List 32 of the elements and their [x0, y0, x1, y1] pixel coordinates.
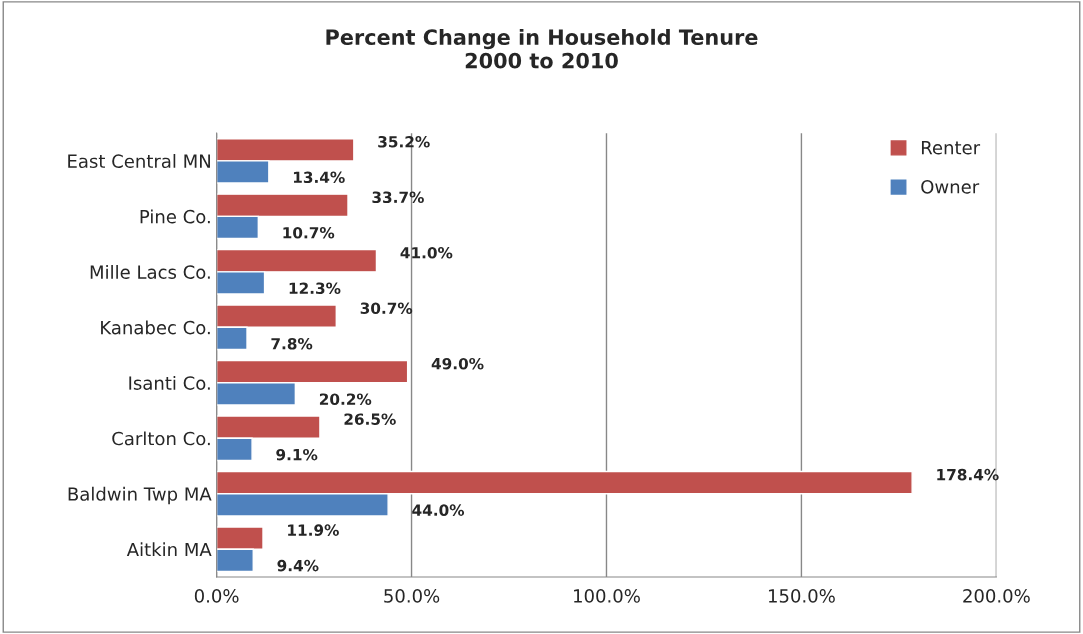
x-tick-label: 50.0% — [384, 589, 440, 603]
data-label: 35.2% — [378, 136, 430, 148]
data-label: 10.7% — [283, 226, 335, 239]
y-tick-label: Mille Lacs Co. — [90, 264, 210, 279]
data-label: 30.7% — [360, 302, 413, 314]
data-label: 13.4% — [293, 171, 345, 184]
x-tick-label: 150.0% — [768, 589, 835, 603]
x-tick-label: 100.0% — [574, 589, 640, 603]
y-tick-label: Isanti Co. — [129, 375, 210, 390]
x-tick-label: 0.0% — [194, 589, 239, 603]
data-label: 49.0% — [431, 357, 484, 370]
data-label: 41.0% — [400, 246, 453, 259]
data-label: 9.1% — [276, 448, 318, 461]
data-label: 7.8% — [271, 337, 313, 350]
y-tick-label: Aitkin MA — [126, 542, 212, 557]
data-label: 44.0% — [412, 504, 465, 516]
data-label: 11.9% — [288, 524, 339, 536]
data-label: 26.5% — [344, 413, 396, 425]
data-label: 178.4% — [937, 468, 999, 481]
y-tick-label: Baldwin Twp MA — [68, 486, 212, 505]
data-label: 9.4% — [277, 559, 319, 572]
legend-label: Owner — [921, 179, 980, 194]
y-tick-label: Carlton Co. — [112, 431, 210, 446]
data-label: 20.2% — [319, 393, 372, 405]
x-tick-label: 200.0% — [963, 589, 1030, 603]
data-label: 33.7% — [372, 191, 424, 204]
y-tick-label: Kanabec Co. — [101, 320, 210, 335]
legend-label: Renter — [921, 141, 981, 155]
data-label: 12.3% — [289, 282, 341, 295]
chart-title: Percent Change in Household Tenure 2000 to 2010 — [326, 28, 758, 69]
y-tick-label: East Central MN — [68, 154, 210, 168]
y-tick-label: Pine Co. — [140, 209, 210, 224]
